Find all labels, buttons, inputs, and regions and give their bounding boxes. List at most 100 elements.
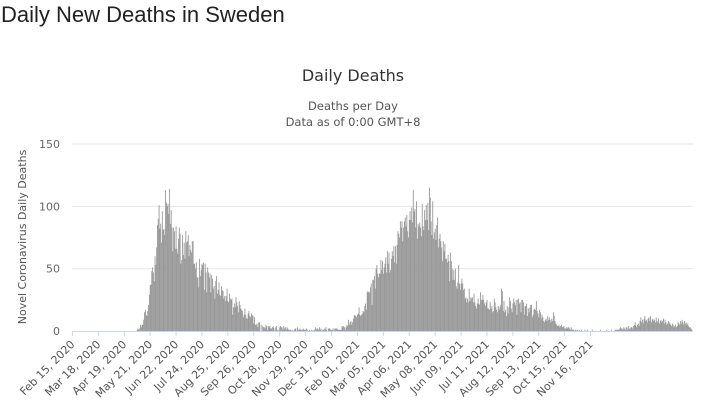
bar[interactable]: [278, 329, 280, 331]
bar[interactable]: [357, 314, 358, 331]
bar[interactable]: [476, 308, 477, 331]
bar[interactable]: [629, 328, 631, 331]
bar[interactable]: [349, 322, 351, 331]
bar[interactable]: [359, 314, 361, 331]
bar[interactable]: [215, 281, 217, 331]
bar[interactable]: [660, 319, 662, 331]
bar[interactable]: [515, 299, 517, 331]
bar[interactable]: [183, 242, 185, 331]
bar[interactable]: [155, 264, 157, 331]
bar[interactable]: [627, 329, 629, 331]
bar[interactable]: [288, 329, 290, 331]
bar[interactable]: [300, 329, 302, 331]
bar[interactable]: [616, 329, 618, 331]
bar[interactable]: [205, 272, 207, 331]
bar[interactable]: [144, 309, 146, 331]
bar[interactable]: [659, 321, 661, 331]
bar[interactable]: [367, 291, 369, 331]
bar[interactable]: [425, 205, 427, 331]
bar[interactable]: [271, 328, 273, 331]
bar[interactable]: [614, 329, 616, 331]
bar[interactable]: [339, 329, 341, 331]
bar[interactable]: [407, 231, 409, 331]
bar[interactable]: [646, 319, 647, 331]
bar[interactable]: [523, 314, 525, 331]
bar[interactable]: [442, 261, 443, 331]
bar[interactable]: [606, 329, 608, 331]
bar[interactable]: [668, 322, 670, 331]
bar[interactable]: [154, 256, 156, 331]
bar[interactable]: [467, 302, 469, 331]
bar[interactable]: [581, 329, 583, 331]
bar[interactable]: [186, 241, 188, 331]
bar[interactable]: [335, 328, 337, 331]
bar[interactable]: [429, 187, 430, 331]
bar[interactable]: [198, 287, 200, 331]
bar[interactable]: [529, 307, 531, 331]
bar[interactable]: [635, 326, 637, 331]
bar[interactable]: [150, 284, 152, 331]
bar[interactable]: [156, 247, 158, 331]
bar[interactable]: [194, 263, 196, 331]
bar[interactable]: [166, 206, 168, 331]
bar[interactable]: [363, 312, 365, 331]
bar[interactable]: [297, 327, 298, 331]
bar[interactable]: [328, 328, 330, 331]
bar[interactable]: [219, 294, 221, 331]
bar[interactable]: [337, 329, 339, 331]
bar[interactable]: [242, 317, 244, 331]
bar[interactable]: [180, 263, 182, 331]
bar[interactable]: [172, 251, 174, 331]
bar[interactable]: [355, 316, 357, 331]
bar[interactable]: [248, 311, 250, 331]
bar[interactable]: [474, 302, 476, 331]
bar[interactable]: [352, 322, 354, 331]
bar[interactable]: [671, 326, 673, 331]
bar[interactable]: [550, 322, 552, 331]
bar[interactable]: [212, 278, 213, 331]
bar[interactable]: [182, 254, 184, 331]
bar[interactable]: [225, 296, 227, 331]
bar[interactable]: [241, 309, 243, 331]
bar[interactable]: [475, 306, 477, 331]
bar[interactable]: [146, 316, 148, 331]
bar[interactable]: [547, 316, 549, 331]
bar[interactable]: [599, 329, 601, 331]
bar[interactable]: [531, 317, 533, 331]
bar[interactable]: [189, 244, 191, 331]
bar[interactable]: [169, 223, 171, 331]
bar[interactable]: [535, 309, 537, 331]
bar[interactable]: [420, 236, 422, 331]
bar[interactable]: [140, 324, 141, 331]
bar[interactable]: [229, 298, 231, 331]
bar[interactable]: [413, 211, 415, 331]
bar[interactable]: [345, 327, 347, 331]
bar[interactable]: [650, 322, 652, 331]
bar[interactable]: [402, 241, 404, 331]
bar[interactable]: [544, 319, 546, 331]
bar[interactable]: [338, 329, 340, 331]
bar[interactable]: [572, 329, 574, 331]
bar[interactable]: [433, 232, 435, 331]
bar[interactable]: [163, 228, 165, 331]
bar[interactable]: [491, 306, 493, 331]
bar[interactable]: [399, 237, 400, 332]
bar[interactable]: [441, 247, 443, 331]
bar[interactable]: [158, 205, 160, 331]
bar[interactable]: [263, 327, 265, 331]
bar[interactable]: [477, 298, 479, 331]
bar[interactable]: [195, 268, 196, 331]
bar[interactable]: [565, 328, 566, 331]
bar[interactable]: [430, 221, 432, 331]
bar[interactable]: [457, 282, 459, 331]
bar[interactable]: [222, 291, 224, 331]
bar[interactable]: [452, 279, 454, 331]
bar[interactable]: [650, 316, 651, 331]
bar[interactable]: [518, 298, 520, 331]
bar[interactable]: [255, 324, 257, 331]
bar[interactable]: [270, 328, 272, 331]
bar[interactable]: [426, 220, 428, 331]
bar[interactable]: [417, 223, 419, 331]
bar[interactable]: [178, 227, 180, 331]
bar[interactable]: [559, 327, 561, 331]
